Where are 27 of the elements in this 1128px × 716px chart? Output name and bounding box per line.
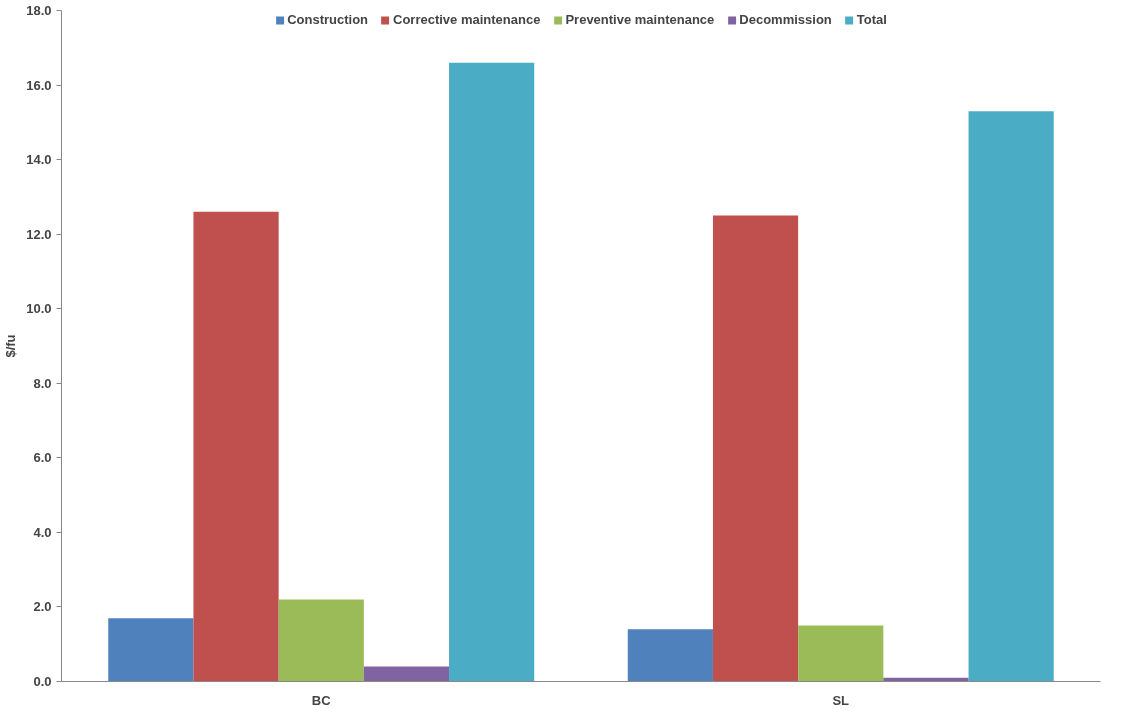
x-tick-label: BC <box>311 692 332 708</box>
y-tick-label: 2.0 <box>33 599 52 615</box>
y-tick-label: 6.0 <box>33 450 52 466</box>
bar <box>627 629 713 682</box>
legend-label: Total <box>856 12 887 27</box>
y-tick-label: 8.0 <box>33 375 52 391</box>
bar <box>193 211 279 682</box>
y-tick-label: 0.0 <box>33 674 52 689</box>
y-axis-title: $/fu <box>3 334 19 358</box>
legend-label: Decommission <box>739 12 832 27</box>
bar <box>363 666 450 682</box>
bar <box>712 215 799 682</box>
y-tick-label: 4.0 <box>33 524 52 540</box>
y-tick-label: 12.0 <box>26 226 52 242</box>
x-tick-label: SL <box>832 692 850 708</box>
y-tick-label: 18.0 <box>26 3 52 18</box>
bar <box>968 111 1054 682</box>
y-tick-label: 16.0 <box>26 77 52 93</box>
legend-label: Preventive maintenance <box>565 12 715 27</box>
bar <box>108 618 194 682</box>
legend-label: Construction <box>287 12 369 27</box>
y-tick-label: 10.0 <box>26 301 52 317</box>
y-tick-label: 14.0 <box>26 152 52 168</box>
bar <box>278 599 364 682</box>
bar <box>449 62 535 682</box>
bar <box>798 625 884 682</box>
legend-label: Corrective maintenance <box>393 12 541 27</box>
